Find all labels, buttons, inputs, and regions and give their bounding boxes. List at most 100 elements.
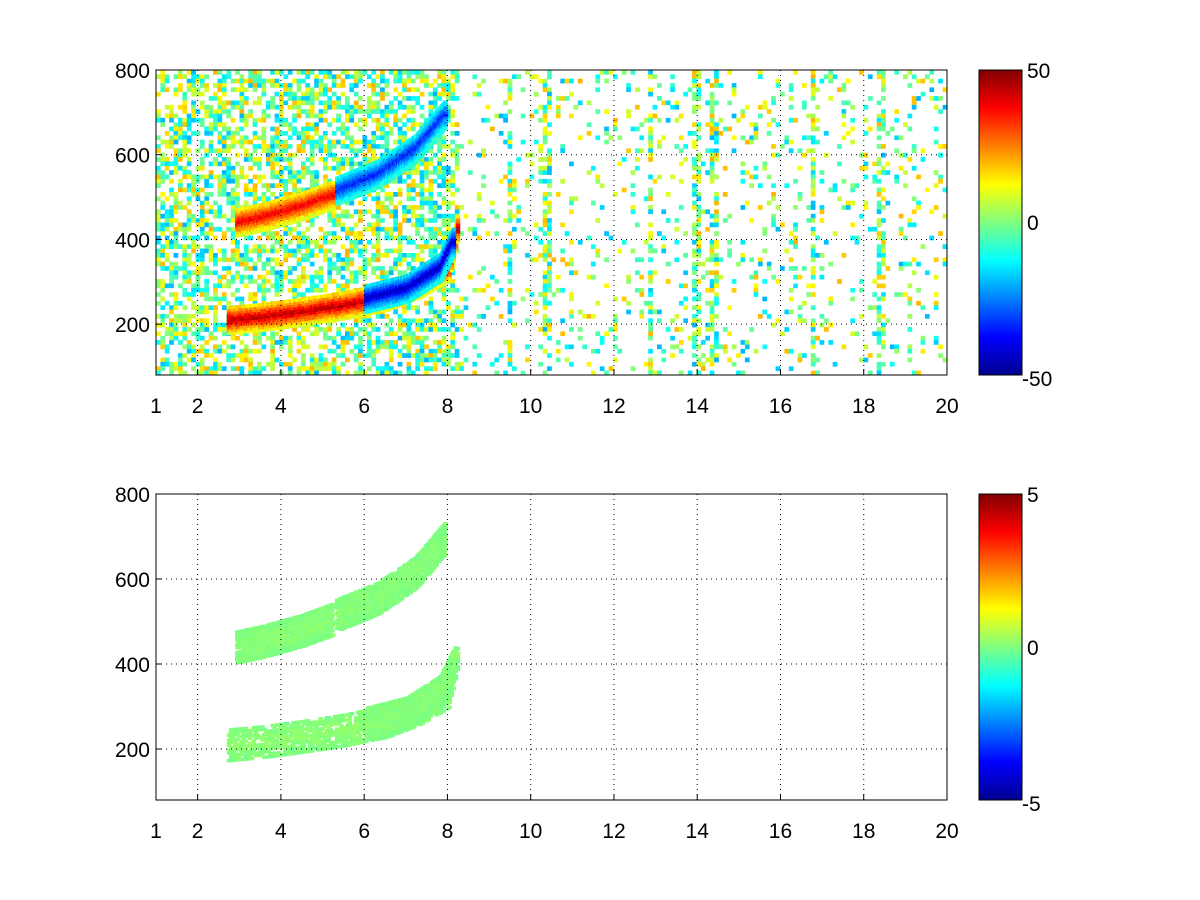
heatmap-top-cell [406,96,412,101]
heatmap-top-cell [366,318,372,324]
heatmap-top-cell [217,192,223,197]
heatmap-top-cell [463,296,469,302]
heatmap-top-cell [696,261,702,267]
heatmap-top-cell [156,91,161,97]
heatmap-top-cell [156,222,161,228]
heatmap-top-cell [714,131,719,136]
heatmap-top-cell [388,192,394,197]
heatmap-top-cell [613,192,618,197]
heatmap-top-cell [292,187,297,193]
heatmap-top-cell [353,370,359,376]
heatmap-top-cell [173,244,179,249]
heatmap-top-cell [314,144,319,149]
heatmap-top-cell [287,348,293,354]
heatmap-top-cell [169,270,174,276]
heatmap-top-cell [388,70,394,75]
heatmap-top-cell [292,113,297,119]
heatmap-top-cell [169,370,174,376]
heatmap-top-cell [221,178,227,184]
heatmap-top-cell [274,91,280,97]
heatmap-top-cell [388,209,394,215]
heatmap-top-cell [520,139,526,145]
heatmap-top-cell [538,327,543,332]
heatmap-top-cell [169,113,174,119]
heatmap-top-cell [692,157,697,162]
heatmap-top-cell [406,344,412,350]
heatmap-top-cell [547,226,552,232]
heatmap-top-cell [375,231,381,236]
heatmap-top-cell [424,187,429,193]
heatmap-top-cell [204,366,209,371]
heatmap-top-cell [226,353,231,358]
heatmap-top-cell [428,161,434,167]
heatmap-top-cell [450,96,456,101]
heatmap-top-cell [683,91,688,97]
heatmap-top-cell [402,344,407,350]
heatmap-top-cell [648,205,653,210]
heatmap-top-cell [692,344,697,350]
heatmap-top-cell [296,113,302,119]
heatmap-top-cell [410,222,416,228]
heatmap-top-cell [265,148,271,154]
heatmap-top-cell [362,144,368,149]
heatmap-top-cell [388,235,394,241]
heatmap-top-cell [261,131,267,136]
heatmap-top-cell [182,117,188,123]
heatmap-top-cell [674,314,680,319]
heatmap-top-cell [727,305,732,310]
heatmap-top-cell [446,165,451,171]
heatmap-top-cell [235,183,240,188]
heatmap-top-cell [714,344,719,350]
heatmap-top-cell [876,244,882,249]
heatmap-top-cell [182,314,188,319]
heatmap-top-cell [714,274,719,280]
heatmap-top-cell [191,366,196,371]
heatmap-top-cell [806,218,812,223]
heatmap-top-cell [419,344,425,350]
heatmap-top-cell [648,257,653,263]
heatmap-top-cell [261,126,267,132]
heatmap-top-cell [437,74,442,80]
heatmap-top-cell [221,257,227,263]
heatmap-top-cell [199,318,205,324]
heatmap-top-cell [265,113,271,119]
heatmap-top-cell [283,74,289,80]
heatmap-top-cell [314,174,319,180]
heatmap-top-cell [428,348,434,354]
heatmap-top-cell [182,279,188,284]
heatmap-top-cell [507,318,513,324]
heatmap-top-cell [388,131,394,136]
heatmap-top-cell [397,353,403,358]
heatmap-top-cell [472,287,478,293]
heatmap-top-cell [301,274,306,280]
heatmap-top-cell [243,344,249,350]
heatmap-top-cell [314,74,319,80]
heatmap-top-cell [889,126,895,132]
heatmap-top-cell [810,96,816,101]
heatmap-top-cell [432,170,438,175]
heatmap-top-cell [639,148,645,154]
heatmap-top-cell [678,348,684,354]
heatmap-top-cell [173,161,179,167]
heatmap-top-cell [854,331,860,337]
heatmap-top-cell [345,257,350,263]
heatmap-top-cell [911,144,917,149]
heatmap-top-cell [186,113,192,119]
heatmap-top-cell [169,205,174,210]
heatmap-top-cell [397,314,403,319]
heatmap-top-cell [529,257,535,263]
heatmap-top-cell [314,357,319,363]
heatmap-top-cell [542,78,548,84]
heatmap-top-cell [450,218,456,223]
heatmap-top-cell [709,348,715,354]
heatmap-top-cell [178,370,183,376]
heatmap-top-cell [903,292,908,297]
heatmap-top-cell [388,318,394,324]
heatmap-top-cell [178,187,183,193]
heatmap-top-cell [362,196,368,202]
heatmap-top-cell [160,222,166,228]
heatmap-top-cell [336,344,341,350]
heatmap-top-cell [692,70,697,75]
heatmap-top-cell [204,87,209,93]
heatmap-top-cell [428,157,434,162]
